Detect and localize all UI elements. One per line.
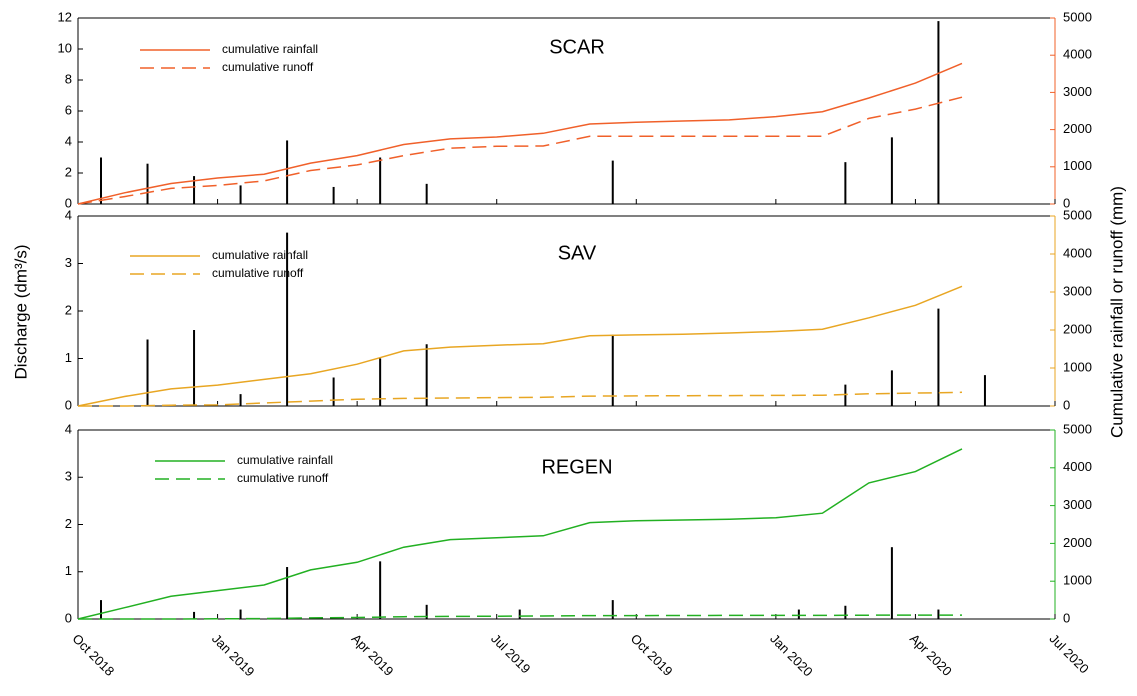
y2-tick-label: 1000: [1063, 158, 1092, 173]
discharge-spike: [193, 611, 196, 619]
y2-axis-label: Cumulative rainfall or runoff (mm): [1107, 186, 1126, 438]
discharge-spike: [379, 157, 382, 204]
discharge-spike: [844, 605, 847, 619]
discharge-spike: [983, 375, 986, 406]
y2-tick-label: 1000: [1063, 359, 1092, 374]
y-tick-label: 4: [65, 207, 72, 222]
discharge-spike: [844, 162, 847, 204]
y2-tick-label: 2000: [1063, 121, 1092, 136]
y2-tick-label: 0: [1063, 195, 1070, 210]
discharge-spike: [193, 330, 196, 406]
discharge-spike: [286, 567, 289, 619]
discharge-spike: [146, 163, 149, 204]
discharge-spike: [239, 185, 242, 204]
discharge-spike: [937, 609, 940, 619]
y-tick-label: 2: [65, 164, 72, 179]
y2-tick-label: 2000: [1063, 535, 1092, 550]
panel-title: SAV: [558, 242, 597, 264]
y2-tick-label: 4000: [1063, 459, 1092, 474]
discharge-spike: [611, 160, 614, 204]
y-tick-label: 0: [65, 397, 72, 412]
legend-label: cumulative runoff: [212, 266, 304, 280]
discharge-spike: [332, 377, 335, 406]
series-line: [78, 391, 963, 407]
discharge-spike: [239, 609, 242, 619]
y2-tick-label: 3000: [1063, 84, 1092, 99]
y2-tick-label: 0: [1063, 610, 1070, 625]
y-tick-label: 0: [65, 610, 72, 625]
discharge-spike: [193, 176, 196, 204]
y-tick-label: 10: [58, 40, 72, 55]
legend-label: cumulative rainfall: [237, 453, 333, 467]
discharge-spike: [937, 308, 940, 406]
x-tick-label: Jan 2019: [209, 631, 257, 679]
discharge-spike: [611, 600, 614, 619]
discharge-spike: [379, 358, 382, 406]
panel-title: SCAR: [549, 36, 605, 58]
discharge-spike: [146, 339, 149, 406]
series-line: [77, 62, 963, 205]
y2-tick-label: 0: [1063, 397, 1070, 412]
y2-tick-label: 1000: [1063, 573, 1092, 588]
discharge-spike: [518, 609, 521, 619]
legend-label: cumulative runoff: [237, 471, 329, 485]
legend-label: cumulative rainfall: [222, 42, 318, 56]
legend-label: cumulative rainfall: [212, 248, 308, 262]
discharge-spike: [332, 186, 335, 204]
discharge-spike: [425, 344, 428, 406]
series-line: [78, 614, 962, 620]
discharge-spike: [379, 561, 382, 619]
discharge-spike: [100, 600, 102, 619]
y2-tick-label: 3000: [1063, 497, 1092, 512]
y-tick-label: 2: [65, 516, 72, 531]
panel-title: REGEN: [541, 456, 612, 478]
discharge-spike: [937, 21, 940, 204]
y-tick-label: 2: [65, 302, 72, 317]
discharge-spike: [286, 232, 289, 406]
discharge-spike: [100, 157, 102, 204]
discharge-spike: [286, 140, 289, 204]
discharge-spike: [425, 604, 428, 619]
y-tick-label: 8: [65, 71, 72, 86]
x-tick-label: Oct 2018: [69, 631, 117, 679]
y-tick-label: 6: [65, 102, 72, 117]
discharge-spike: [890, 370, 893, 406]
y2-tick-label: 5000: [1063, 9, 1092, 24]
y-tick-label: 3: [65, 469, 72, 484]
series-line: [77, 96, 963, 205]
y-tick-label: 4: [65, 133, 72, 148]
discharge-spike: [425, 183, 428, 204]
x-tick-label: Apr 2019: [349, 631, 397, 679]
y2-tick-label: 2000: [1063, 321, 1092, 336]
series-line: [77, 285, 963, 407]
series-line: [77, 448, 963, 620]
discharge-spike: [239, 394, 242, 406]
discharge-spike: [611, 334, 614, 406]
y2-tick-label: 4000: [1063, 47, 1092, 62]
x-tick-label: Jul 2020: [1046, 631, 1091, 676]
y-tick-label: 12: [58, 9, 72, 24]
discharge-spike: [890, 137, 893, 204]
y-axis-label: Discharge (dm³/s): [11, 244, 30, 379]
y-tick-label: 1: [65, 563, 72, 578]
x-tick-label: Apr 2020: [907, 631, 955, 679]
y-tick-label: 3: [65, 255, 72, 270]
discharge-spike: [797, 609, 800, 619]
legend-label: cumulative runoff: [222, 60, 314, 74]
y-tick-label: 4: [65, 421, 72, 436]
y2-tick-label: 4000: [1063, 245, 1092, 260]
x-tick-label: Oct 2019: [628, 631, 676, 679]
y-tick-label: 1: [65, 350, 72, 365]
x-tick-label: Jul 2019: [488, 631, 533, 676]
x-tick-label: Jan 2020: [767, 631, 815, 679]
discharge-spike: [890, 547, 893, 619]
y-tick-label: 0: [65, 195, 72, 210]
y2-tick-label: 5000: [1063, 207, 1092, 222]
y2-tick-label: 3000: [1063, 283, 1092, 298]
discharge-spike: [844, 384, 847, 406]
y2-tick-label: 5000: [1063, 421, 1092, 436]
